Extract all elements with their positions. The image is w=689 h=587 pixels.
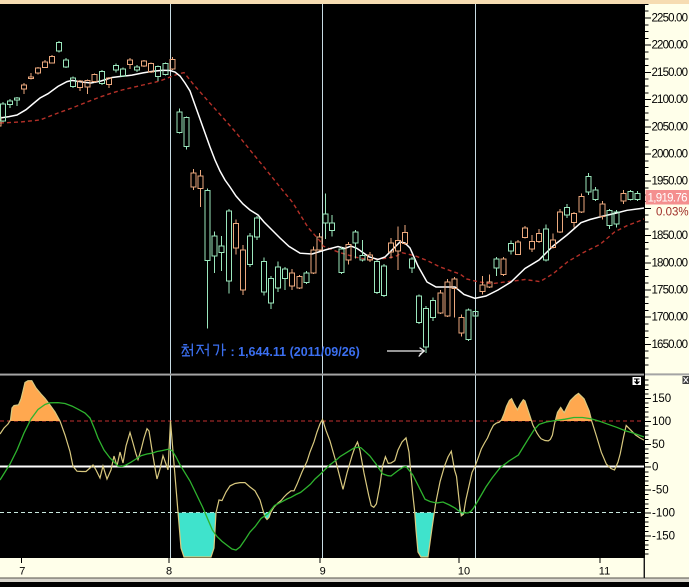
svg-text:2100.00: 2100.00 bbox=[652, 94, 689, 106]
svg-text:1750.00: 1750.00 bbox=[652, 285, 689, 297]
svg-text:2250.00: 2250.00 bbox=[652, 13, 689, 25]
svg-text:1,919.76: 1,919.76 bbox=[648, 193, 688, 205]
svg-text:2050.00: 2050.00 bbox=[652, 121, 689, 133]
svg-text:2000.00: 2000.00 bbox=[652, 149, 689, 161]
svg-text:: 1,644.11 (2011/09/26): : 1,644.11 (2011/09/26) bbox=[231, 345, 360, 359]
svg-text:8: 8 bbox=[166, 566, 172, 578]
svg-text:9: 9 bbox=[320, 566, 326, 578]
svg-text:0: 0 bbox=[652, 462, 658, 474]
svg-text:10: 10 bbox=[458, 566, 470, 578]
svg-text:150: 150 bbox=[652, 393, 671, 405]
svg-text:1650.00: 1650.00 bbox=[652, 339, 689, 351]
svg-text:-50: -50 bbox=[652, 485, 669, 497]
svg-text:1700.00: 1700.00 bbox=[652, 312, 689, 324]
svg-text:-100: -100 bbox=[652, 507, 675, 519]
svg-text:1800.00: 1800.00 bbox=[652, 257, 689, 269]
svg-text:2200.00: 2200.00 bbox=[652, 40, 689, 52]
svg-text:0.03%: 0.03% bbox=[656, 207, 689, 219]
svg-text:1850.00: 1850.00 bbox=[652, 230, 689, 242]
svg-text:100: 100 bbox=[652, 416, 671, 428]
svg-text:2150.00: 2150.00 bbox=[652, 67, 689, 79]
svg-text:1950.00: 1950.00 bbox=[652, 176, 689, 188]
svg-text:7: 7 bbox=[19, 566, 25, 578]
svg-text:11: 11 bbox=[599, 566, 610, 578]
svg-text:-150: -150 bbox=[652, 530, 675, 542]
svg-text:50: 50 bbox=[652, 439, 665, 451]
